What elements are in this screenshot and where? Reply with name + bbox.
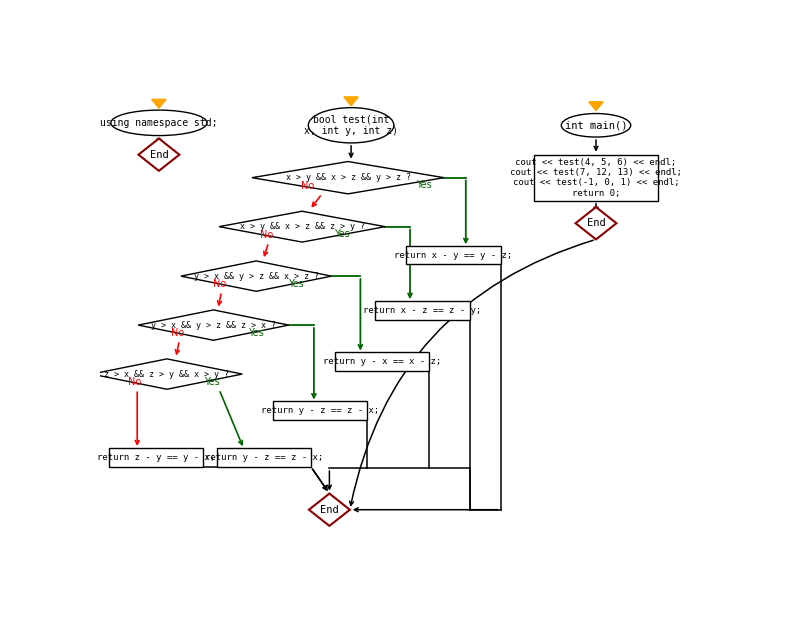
- Text: No: No: [128, 377, 141, 387]
- Polygon shape: [138, 139, 179, 171]
- Polygon shape: [138, 310, 289, 340]
- Text: return z - y == y - x;: return z - y == y - x;: [97, 453, 215, 462]
- Polygon shape: [219, 211, 386, 242]
- Text: return x - z == z - y;: return x - z == z - y;: [363, 306, 482, 315]
- Polygon shape: [309, 494, 350, 526]
- Text: No: No: [171, 328, 185, 338]
- Text: x > y && x > z && y > z ?: x > y && x > z && y > z ?: [286, 173, 410, 182]
- Text: x > y && x > z && z > y ?: x > y && x > z && z > y ?: [240, 222, 365, 231]
- Text: Yes: Yes: [204, 377, 220, 387]
- Text: return y - z == z - x;: return y - z == z - x;: [261, 406, 379, 415]
- Text: y > x && y > z && x > z ?: y > x && y > z && x > z ?: [194, 272, 318, 280]
- Bar: [217, 448, 311, 467]
- Text: return y - x == x - z;: return y - x == x - z;: [323, 357, 442, 366]
- Polygon shape: [92, 359, 242, 389]
- Polygon shape: [589, 102, 603, 111]
- Text: Yes: Yes: [334, 229, 350, 239]
- Text: No: No: [214, 279, 226, 289]
- Text: End: End: [150, 149, 168, 160]
- Text: z > x && z > y && x > y ?: z > x && z > y && x > y ?: [105, 370, 230, 378]
- Polygon shape: [152, 99, 166, 108]
- Bar: [335, 352, 430, 371]
- Bar: [375, 301, 470, 320]
- Polygon shape: [344, 97, 358, 106]
- Polygon shape: [575, 207, 617, 239]
- Bar: [273, 401, 367, 420]
- Text: No: No: [302, 181, 314, 191]
- Text: Yes: Yes: [416, 180, 432, 190]
- Bar: [534, 155, 658, 201]
- Text: int main(): int main(): [565, 120, 627, 130]
- Text: End: End: [320, 505, 338, 515]
- Text: return x - y == y - z;: return x - y == y - z;: [394, 251, 513, 259]
- Polygon shape: [252, 162, 444, 194]
- Text: End: End: [586, 218, 606, 228]
- Text: y > x && y > z && z > x ?: y > x && y > z && z > x ?: [151, 321, 276, 329]
- Text: Yes: Yes: [247, 328, 263, 338]
- Text: No: No: [260, 230, 274, 240]
- Text: Yes: Yes: [288, 279, 304, 289]
- Bar: [406, 245, 501, 265]
- Text: return y - z == z - x;: return y - z == z - x;: [205, 453, 323, 462]
- Text: cout << test(4, 5, 6) << endl;
cout << test(7, 12, 13) << endl;
cout << test(-1,: cout << test(4, 5, 6) << endl; cout << t…: [510, 158, 682, 198]
- Text: using namespace std;: using namespace std;: [100, 118, 218, 128]
- Text: bool test(int
x, int y, int z): bool test(int x, int y, int z): [304, 114, 398, 136]
- Polygon shape: [181, 261, 331, 291]
- Bar: [109, 448, 203, 467]
